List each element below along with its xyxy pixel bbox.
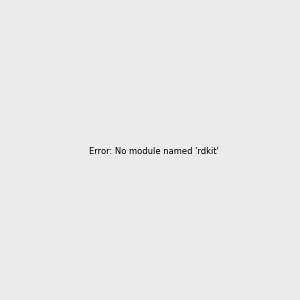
Text: Error: No module named 'rdkit': Error: No module named 'rdkit' (89, 147, 219, 156)
